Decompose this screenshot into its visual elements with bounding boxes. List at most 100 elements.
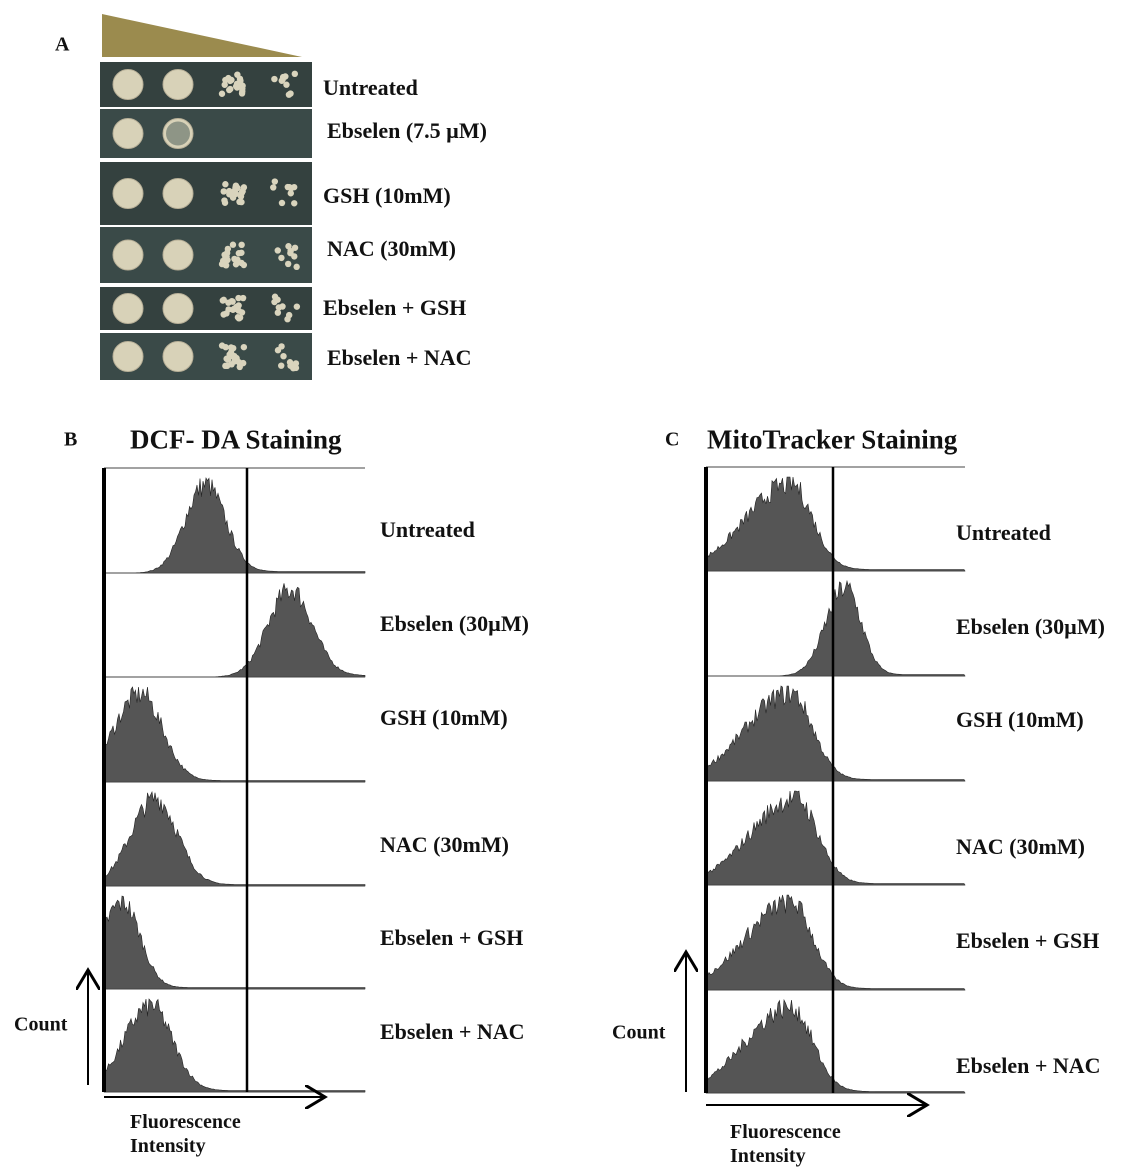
colony: [280, 353, 286, 359]
row-label: GSH (10mM): [956, 707, 1084, 733]
colony: [292, 71, 298, 77]
colony: [285, 261, 291, 267]
colony: [228, 77, 234, 83]
colony: [271, 76, 277, 82]
panel-title: MitoTracker Staining: [707, 425, 957, 456]
y-axis-label: Count: [14, 1014, 67, 1037]
colony: [221, 297, 227, 303]
colony: [240, 295, 246, 301]
colony: [288, 190, 294, 196]
histograms: [104, 467, 965, 1093]
row-label: Untreated: [956, 520, 1051, 546]
colony: [238, 199, 244, 205]
histogram: [104, 583, 365, 677]
colony: [280, 76, 286, 82]
row-label: Ebselen + GSH: [323, 295, 466, 321]
panel-label: A: [55, 34, 69, 57]
row-label: Ebselen + NAC: [327, 345, 472, 371]
histogram: [706, 581, 965, 676]
colony-spot: [113, 179, 143, 209]
colony: [285, 243, 291, 249]
colony: [224, 257, 230, 263]
colony: [279, 303, 285, 309]
colony: [224, 250, 230, 256]
colony-spot: [113, 342, 143, 372]
colony: [233, 356, 239, 362]
colony-spot: [113, 294, 143, 324]
colony-spot: [163, 240, 193, 270]
colony: [219, 342, 225, 348]
colony: [275, 247, 281, 253]
histogram: [104, 792, 365, 886]
colony-spot: [163, 342, 193, 372]
colony: [294, 303, 300, 309]
colony: [238, 250, 244, 256]
colony-spot: [113, 240, 143, 270]
colony: [219, 91, 225, 97]
y-axis-label: Count: [612, 1022, 665, 1045]
x-axis-label: Fluorescence Intensity: [730, 1120, 880, 1168]
figure: A B DCF- DA Staining C MitoTracker Stain…: [0, 0, 1134, 1168]
histogram: [706, 686, 965, 781]
row-label: Ebselen + GSH: [956, 928, 1099, 954]
colony: [279, 200, 285, 206]
colony: [221, 188, 227, 194]
row-label: Ebselen (7.5 µM): [327, 118, 487, 144]
colony: [287, 250, 293, 256]
colony: [286, 91, 292, 97]
dilution-wedge: [102, 14, 302, 57]
colony: [271, 299, 277, 305]
colony: [293, 264, 299, 270]
histogram: [104, 999, 365, 1092]
colony-spot: [113, 70, 143, 100]
colony: [222, 200, 228, 206]
colony: [241, 184, 247, 190]
colony: [240, 360, 246, 366]
colony: [278, 362, 284, 368]
colony: [239, 90, 245, 96]
colony: [235, 314, 241, 320]
colony: [220, 311, 226, 317]
histogram: [104, 896, 365, 989]
panel-title: DCF- DA Staining: [130, 425, 342, 456]
row-label: Untreated: [380, 517, 475, 543]
colony: [233, 182, 239, 188]
colony: [238, 242, 244, 248]
figure-graphics: [0, 0, 1134, 1168]
colony-spot: [113, 119, 143, 149]
colony: [270, 184, 276, 190]
histogram: [104, 687, 365, 782]
colony: [228, 344, 234, 350]
x-axis-label: Fluorescence Intensity: [130, 1110, 280, 1158]
colony: [233, 83, 239, 89]
colony-spot: [166, 122, 190, 146]
colony: [291, 184, 297, 190]
panel-label: B: [64, 429, 77, 452]
row-label: NAC (30mM): [327, 236, 456, 262]
plates: [100, 62, 312, 380]
row-label: NAC (30mM): [956, 834, 1085, 860]
colony: [293, 360, 299, 366]
colony: [278, 255, 284, 261]
histogram: [706, 895, 965, 990]
colony: [241, 344, 247, 350]
colony: [230, 242, 236, 248]
row-label: Ebselen + NAC: [380, 1019, 525, 1045]
row-label: Ebselen + NAC: [956, 1053, 1101, 1079]
colony: [275, 347, 281, 353]
colony-spot: [163, 70, 193, 100]
histogram: [706, 791, 965, 885]
colony: [236, 308, 242, 314]
histogram: [706, 477, 965, 571]
row-label: GSH (10mM): [323, 183, 451, 209]
row-label: Ebselen + GSH: [380, 925, 523, 951]
row-label: Ebselen (30µM): [380, 611, 529, 637]
colony-spot: [163, 179, 193, 209]
colony: [222, 77, 228, 83]
colony: [291, 200, 297, 206]
row-label: Ebselen (30µM): [956, 614, 1105, 640]
colony: [239, 83, 245, 89]
colony: [234, 71, 240, 77]
colony: [227, 86, 233, 92]
colony-spot: [163, 294, 193, 324]
